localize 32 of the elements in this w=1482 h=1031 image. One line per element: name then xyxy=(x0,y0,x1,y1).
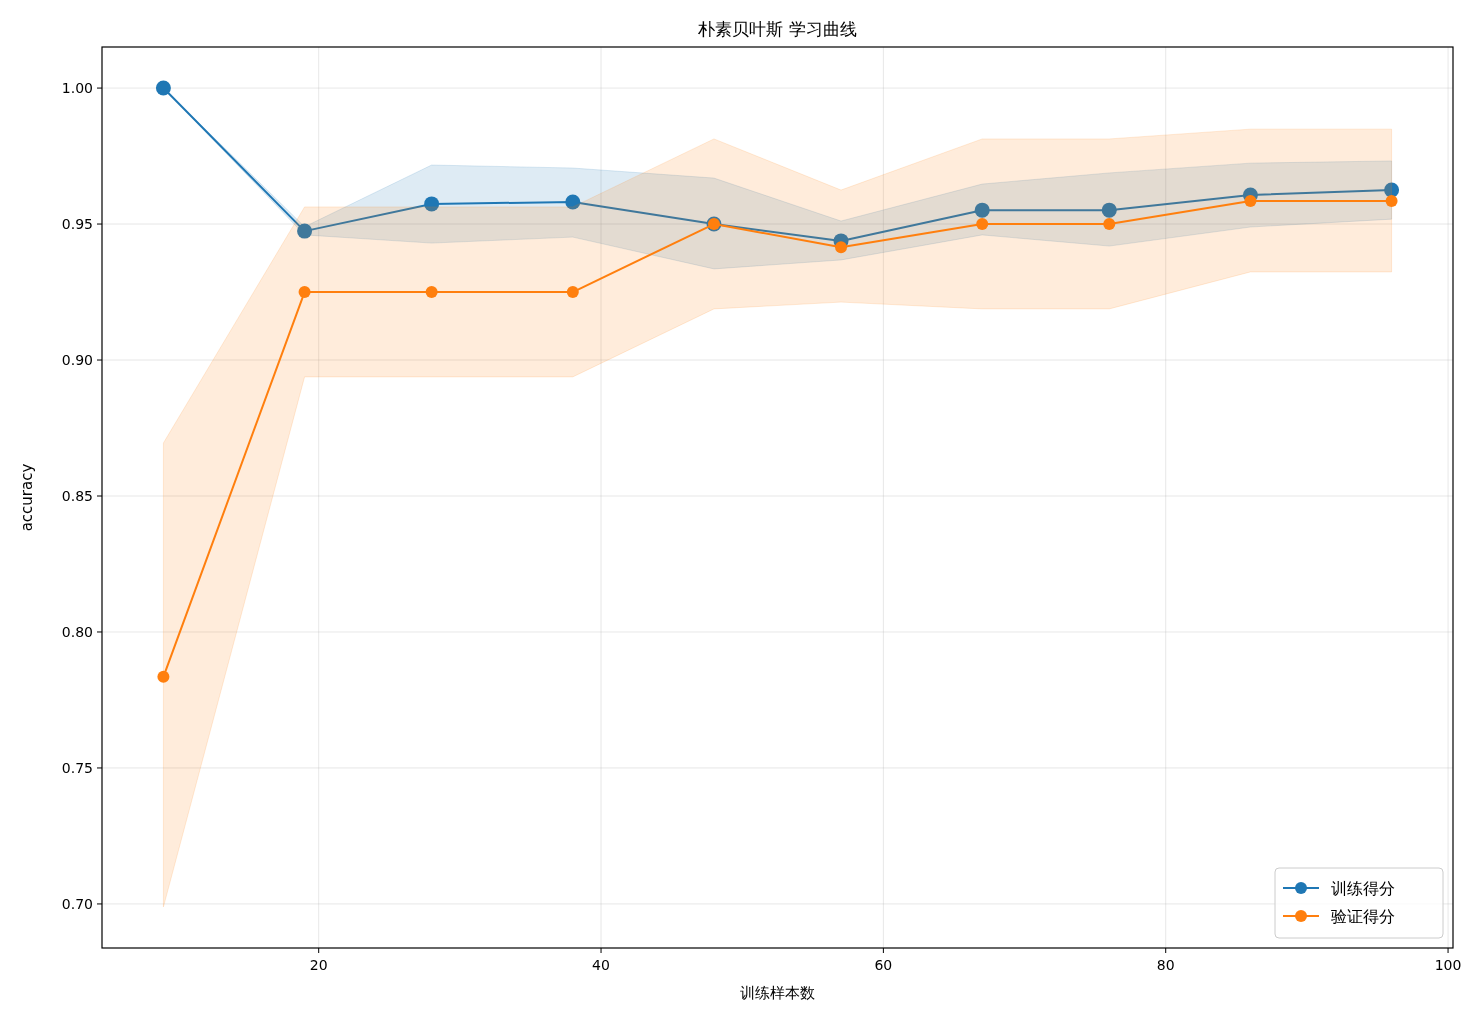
legend-label: 训练得分 xyxy=(1331,879,1395,898)
point xyxy=(565,194,581,210)
x-tick-label: 40 xyxy=(592,957,610,973)
point xyxy=(1244,194,1257,207)
point xyxy=(835,241,848,254)
point xyxy=(157,670,170,683)
point xyxy=(1385,194,1398,207)
x-tick-label: 100 xyxy=(1434,957,1462,973)
y-axis-title: accuracy xyxy=(18,463,36,532)
y-tick-label: 0.75 xyxy=(61,759,93,776)
point xyxy=(1101,202,1117,218)
point xyxy=(424,196,440,212)
point xyxy=(1103,218,1116,231)
y-tick-label: 0.95 xyxy=(61,216,93,233)
chart-title: 朴素贝叶斯 学习曲线 xyxy=(697,19,857,39)
point xyxy=(297,223,313,239)
y-tick-label: 1.00 xyxy=(61,80,93,97)
point xyxy=(298,286,311,299)
x-axis-title: 训练样本数 xyxy=(740,984,815,1002)
x-tick-label: 20 xyxy=(309,957,328,973)
legend-label: 验证得分 xyxy=(1331,907,1395,926)
point xyxy=(425,286,438,299)
y-tick-label: 0.80 xyxy=(61,623,93,640)
point xyxy=(976,218,989,231)
x-tick-label: 60 xyxy=(874,957,893,973)
y-tick-label: 0.85 xyxy=(61,488,93,504)
point xyxy=(155,80,171,96)
point xyxy=(974,202,990,218)
y-tick-label: 0.70 xyxy=(61,895,93,912)
x-tick-label: 80 xyxy=(1156,957,1175,973)
y-tick-label: 0.90 xyxy=(61,352,93,369)
point xyxy=(566,286,579,299)
